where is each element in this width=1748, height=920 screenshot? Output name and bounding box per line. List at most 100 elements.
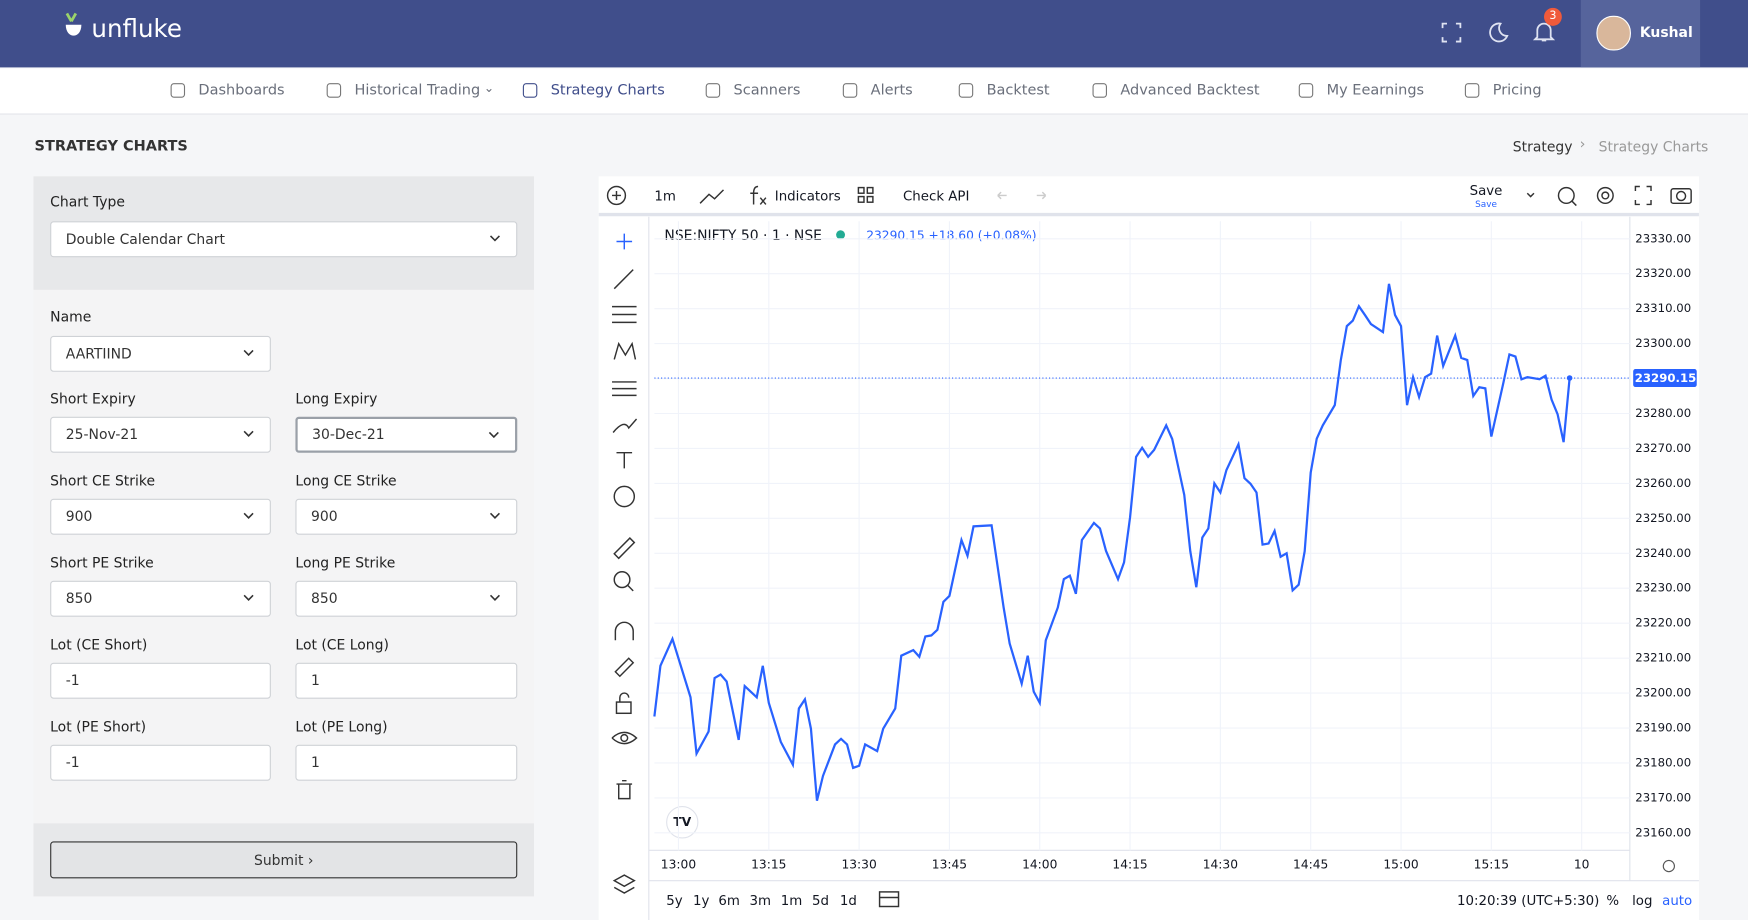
check-api[interactable]: Check API — [903, 190, 969, 205]
range-button: 5y — [666, 894, 682, 909]
nav-item[interactable]: My Eearnings — [1326, 82, 1425, 99]
nav-icon — [958, 83, 974, 98]
x-tick-label: 13:45 — [932, 857, 967, 871]
nav-icon — [522, 83, 538, 98]
y-tick-label: 23330.00 — [1635, 231, 1691, 245]
y-tick-label: 23250.00 — [1635, 511, 1691, 525]
price-line — [653, 283, 1571, 801]
y-tick-label: 23300.00 — [1635, 336, 1691, 350]
range-button: 3m — [750, 894, 772, 909]
input[interactable]: 1 — [295, 744, 518, 781]
select[interactable]: 30-Dec-21 — [295, 416, 518, 453]
fx-icon[interactable] — [750, 185, 767, 205]
field-value: 850 — [311, 589, 338, 607]
nav-icon — [842, 83, 858, 98]
toolbar-icons — [606, 185, 1692, 207]
nav-item[interactable]: Strategy Charts — [550, 82, 665, 99]
x-tick-label: 15:00 — [1383, 857, 1418, 871]
select[interactable]: 900 — [50, 498, 271, 535]
brand-logo — [65, 12, 82, 36]
nav-icon — [1092, 83, 1107, 98]
interval[interactable]: 1m — [654, 190, 676, 205]
breadcrumb-sep: › — [1579, 135, 1586, 153]
nav-icon — [326, 83, 342, 98]
nav-item[interactable]: Alerts — [870, 82, 913, 99]
tv-logo-text: TV — [673, 815, 691, 829]
field-label: Name — [50, 307, 92, 325]
input[interactable]: -1 — [50, 662, 271, 699]
nav-item[interactable]: Pricing — [1492, 82, 1542, 99]
field-value: 30-Dec-21 — [312, 425, 385, 443]
nav-item[interactable]: Dashboards — [198, 82, 285, 99]
y-tick-label: 23320.00 — [1635, 266, 1691, 280]
nav-item[interactable]: Advanced Backtest — [1120, 82, 1260, 99]
nav-caret: ⌄ — [483, 80, 495, 96]
y-tick-label: 23170.00 — [1635, 790, 1691, 804]
x-tick-label: 10 — [1574, 857, 1590, 871]
submit-button[interactable]: Submit › — [50, 841, 518, 879]
avatar — [1596, 15, 1631, 51]
breadcrumb: Strategy Charts — [1598, 138, 1709, 156]
nav-icon — [1464, 83, 1480, 98]
x-tick-label: 13:00 — [661, 857, 696, 871]
select[interactable]: 25-Nov-21 — [50, 416, 271, 453]
bell-icon[interactable] — [1532, 20, 1556, 42]
field-label: Long PE Strike — [295, 553, 396, 571]
add-icon[interactable] — [606, 185, 627, 206]
y-tick-label: 23260.00 — [1635, 476, 1691, 490]
field-label: Lot (CE Long) — [295, 635, 389, 653]
field-label: Short PE Strike — [50, 553, 154, 571]
nav-bar — [0, 68, 1748, 115]
last-point — [1566, 375, 1573, 381]
clock: 10:20:39 (UTC+5:30) — [1457, 894, 1599, 909]
notification-badge: 3 — [1543, 7, 1562, 26]
chevron — [489, 594, 500, 601]
chart-style-icon[interactable] — [699, 189, 725, 204]
select[interactable]: 850 — [50, 580, 271, 617]
breadcrumb[interactable]: Strategy — [1512, 138, 1573, 156]
y-tick-label: 23180.00 — [1635, 755, 1691, 769]
submit-label: Submit — [253, 851, 304, 869]
chevron — [488, 431, 499, 439]
nav-item[interactable]: Scanners — [733, 82, 801, 99]
input[interactable]: 1 — [295, 662, 518, 699]
user-name: Kushal — [1639, 23, 1693, 41]
dark-mode-icon[interactable] — [1487, 21, 1509, 43]
save[interactable]: Save — [1470, 184, 1503, 199]
brand-name: unfluke — [91, 15, 182, 44]
select[interactable]: Double Calendar Chart — [50, 221, 518, 258]
field-value: 25-Nov-21 — [65, 425, 139, 443]
x-tick-label: 13:15 — [751, 857, 786, 871]
nav-icon — [170, 83, 186, 98]
select[interactable]: 850 — [295, 580, 518, 617]
auto[interactable]: auto — [1662, 894, 1692, 909]
field-value: 900 — [65, 507, 93, 525]
y-tick-label: 23270.00 — [1635, 441, 1691, 455]
chart-layer: TV NSE:NIFTY 50 · 1 · NSE 23290.15 +18.6… — [598, 184, 1699, 920]
nav-item[interactable]: Historical Trading — [354, 82, 481, 99]
percent[interactable]: % — [1606, 894, 1619, 909]
range-button: 1y — [693, 894, 709, 909]
y-tick-label: 23190.00 — [1635, 720, 1691, 734]
status-dot — [836, 230, 846, 240]
settings-icon[interactable] — [1662, 859, 1675, 873]
y-tick-label: 23310.00 — [1635, 301, 1691, 315]
field-value: AARTIIND — [65, 344, 132, 362]
field-label: Lot (CE Short) — [50, 635, 148, 653]
y-tick-label: 23220.00 — [1635, 616, 1691, 630]
select[interactable]: AARTIIND — [50, 335, 271, 372]
field-label: Long Expiry — [295, 389, 378, 407]
nav-item[interactable]: Backtest — [986, 82, 1050, 99]
save-sub: Save — [1475, 200, 1497, 210]
select[interactable]: 900 — [295, 498, 518, 535]
field-label: Short Expiry — [50, 389, 136, 407]
log[interactable]: log — [1632, 894, 1652, 909]
y-tick-label: 23280.00 — [1635, 406, 1691, 420]
field-value: 1 — [311, 753, 320, 771]
fullscreen-icon[interactable] — [1441, 22, 1462, 43]
input[interactable]: -1 — [50, 744, 271, 781]
chart-widget — [598, 176, 1699, 920]
x-tick-label: 14:30 — [1203, 857, 1238, 871]
indicators[interactable]: Indicators — [775, 190, 841, 205]
